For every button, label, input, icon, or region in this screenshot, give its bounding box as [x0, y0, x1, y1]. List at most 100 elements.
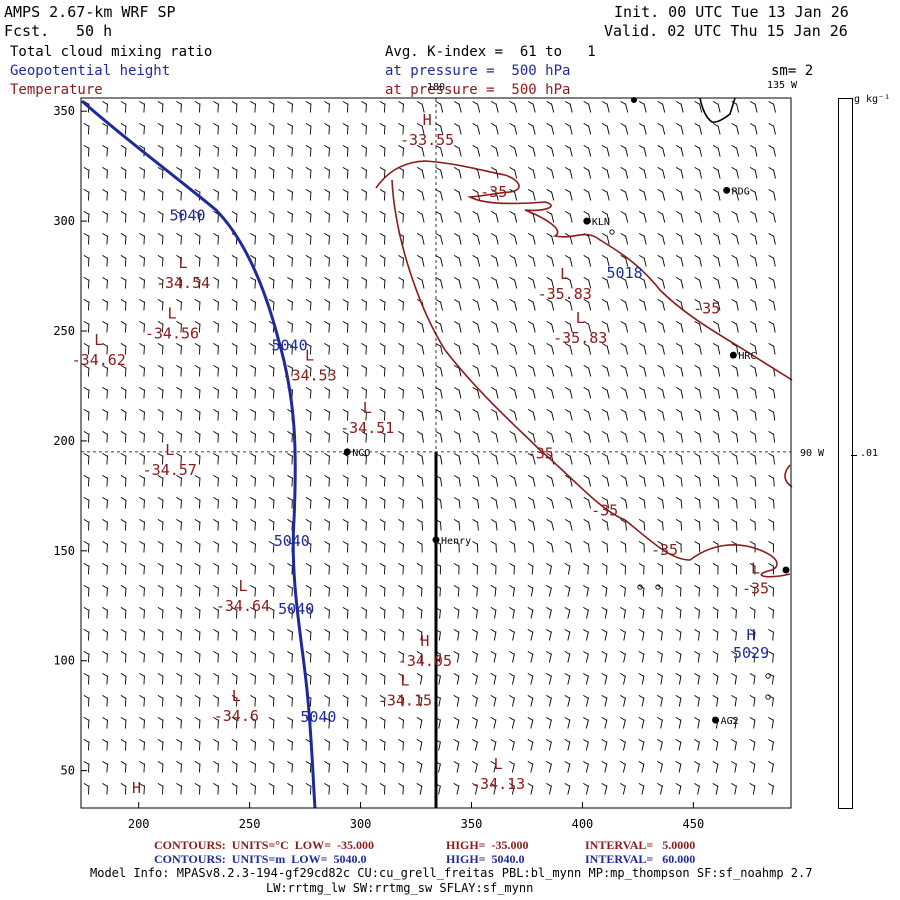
y-tick-label: 50	[61, 764, 75, 778]
meridian-label-90w: 90 W	[800, 448, 825, 459]
field-cloud-title: Total cloud mixing ratio	[10, 44, 213, 60]
temperature-extremum-symbol: L	[560, 265, 569, 283]
station-label: AG2	[721, 716, 739, 727]
footer-temperature-high: HIGH= -35.000	[446, 838, 529, 852]
cloud-point-marker	[637, 584, 643, 590]
coastline-fragment	[699, 97, 736, 123]
wind-barbs	[83, 101, 776, 795]
temperature-contour-label: -35	[480, 183, 507, 201]
model-title: AMPS 2.67-km WRF SP	[4, 3, 176, 21]
y-tick-label: 150	[53, 544, 75, 558]
temperature-extremum-value: -34.05	[398, 652, 452, 670]
x-tick-label: 300	[350, 817, 372, 831]
colorbar	[838, 98, 853, 809]
temperature-extremum-value: -34.6	[214, 707, 259, 725]
station-label: HRC	[738, 351, 756, 362]
field-labels: H -33.55 L -34.54 L -34.56 L -34.62 L -34.53 L -34.…	[72, 111, 769, 797]
y-tick-label: 100	[53, 654, 75, 668]
footer-height-high: HIGH= 5040.0	[446, 852, 525, 866]
footer-height-units: CONTOURS: UNITS=m LOW= 5040.0	[154, 852, 367, 866]
height-extremum-symbol: H	[747, 626, 756, 644]
contour-lines	[80, 97, 793, 809]
forecast-hour: 50 h	[76, 22, 113, 40]
y-tick-label: 200	[53, 434, 75, 448]
height-contour-label: 5040	[278, 600, 314, 618]
x-tick-label: 250	[239, 817, 261, 831]
temperature-extremum-symbol: L	[167, 305, 176, 323]
temperature-extremum-symbol: L	[179, 254, 188, 272]
station-dot	[729, 351, 737, 359]
axes: 200 250 300 350 400 450 50 100 150 200 250 300 350	[53, 97, 792, 831]
station-dot	[712, 716, 720, 724]
x-tick-label: 350	[461, 817, 483, 831]
field-height-title: Geopotential height	[10, 63, 171, 79]
colorbar-tick	[851, 455, 857, 456]
valid-time: Valid. 02 UTC Thu 15 Jan 26	[604, 22, 848, 40]
temperature-contour-label: -35	[591, 502, 618, 520]
station-dot	[343, 448, 351, 456]
temperature-contour-minus35-south	[391, 179, 791, 578]
temperature-pressure-level: at pressure = 500 hPa	[385, 82, 571, 98]
station-label: KLN	[592, 217, 610, 228]
cloud-point-marker	[655, 584, 661, 590]
station-markers: RDG KLN HRC NCO Henry AG2	[343, 97, 790, 727]
temperature-extremum-value: -34.56	[145, 325, 199, 343]
temperature-extremum-value: -33.55	[400, 131, 454, 149]
height-contour-label: 5029	[733, 644, 769, 662]
cloud-point-marker	[765, 673, 771, 679]
x-tick-label: 200	[128, 817, 150, 831]
plot-frame	[80, 97, 792, 809]
station-label: Henry	[441, 536, 471, 547]
y-tick-label: 350	[53, 104, 75, 118]
temperature-extremum-value: -34.57	[143, 461, 197, 479]
footer-model-info-2: LW:rrtmg_lw SW:rrtmg_sw SFLAY:sf_mynn	[266, 881, 534, 895]
temperature-extremum-symbol: L	[165, 441, 174, 459]
height-contour-label: 5040	[169, 207, 205, 225]
init-time: Init. 00 UTC Tue 13 Jan 26	[614, 3, 849, 21]
temperature-extremum-symbol: L	[751, 560, 760, 578]
temperature-extremum-value: -35.83	[553, 329, 607, 347]
height-contour-label: 5018	[607, 264, 643, 282]
footer-temperature-interval: INTERVAL= 5.0000	[585, 838, 696, 852]
height-contour-label: 5040	[300, 708, 336, 726]
field-temperature-title: Temperature	[10, 82, 103, 98]
temperature-contour-label: -35	[651, 541, 678, 559]
height-pressure-level: at pressure = 500 hPa	[385, 63, 571, 79]
meridian-label-180: 180	[427, 82, 445, 93]
temperature-contour-label: -35	[693, 299, 720, 317]
smoothing-value: sm= 2	[771, 63, 814, 79]
meridian-label-135w: 135 W	[767, 80, 798, 91]
wind-barb-field	[83, 101, 776, 795]
station-dot	[432, 536, 440, 544]
temperature-extremum-value: -35	[742, 580, 769, 598]
temperature-extremum-value: -34.62	[72, 351, 126, 369]
temperature-extremum-symbol: L	[94, 331, 103, 349]
temperature-contour-minus35-east	[784, 464, 793, 488]
footer-temperature-units: CONTOURS: UNITS=°C LOW= -35.000	[154, 838, 374, 852]
height-contour-label: 5040	[274, 532, 310, 550]
cloud-point-marker	[765, 694, 771, 700]
station-label: NCO	[352, 448, 370, 459]
temperature-high-symbol: H	[132, 779, 141, 797]
station-dot-edge	[782, 566, 790, 574]
temperature-extremum-symbol: L	[494, 755, 503, 773]
forecast-label: Fcst.	[4, 22, 50, 40]
temperature-extremum-symbol: L	[238, 577, 247, 595]
temperature-contour-minus35-north	[375, 160, 793, 381]
k-index-range: Avg. K-index = 61 to 1	[385, 44, 596, 60]
y-tick-label: 250	[53, 324, 75, 338]
temperature-extremum-symbol: L	[232, 687, 241, 705]
station-dot	[583, 217, 591, 225]
cloud-point-marker	[609, 229, 615, 235]
temperature-extremum-symbol: L	[400, 672, 409, 690]
height-contour-5040	[80, 99, 317, 809]
station-label: RDG	[732, 186, 750, 197]
temperature-contour-label: -35	[527, 444, 554, 462]
reference-lines: 180 135 W 90 W	[81, 80, 825, 808]
footer-model-info: Model Info: MPASv8.2.3-194-gf29cd82c CU:…	[90, 866, 813, 880]
temperature-extremum-symbol: L	[305, 346, 314, 364]
temperature-extremum-symbol: H	[423, 111, 432, 129]
station-dot	[723, 186, 731, 194]
temperature-extremum-symbol: L	[363, 399, 372, 417]
